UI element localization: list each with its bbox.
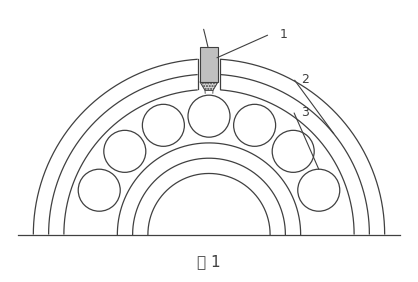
Text: 1: 1 — [280, 28, 288, 41]
Circle shape — [234, 104, 275, 146]
Circle shape — [188, 95, 230, 137]
Circle shape — [78, 169, 120, 211]
Circle shape — [272, 130, 314, 172]
Text: 图 1: 图 1 — [197, 254, 221, 269]
Circle shape — [104, 130, 146, 172]
Circle shape — [298, 169, 340, 211]
Text: 2: 2 — [301, 73, 308, 86]
Polygon shape — [200, 82, 218, 91]
Text: 3: 3 — [301, 106, 308, 119]
Bar — [200, 47, 218, 82]
Circle shape — [143, 104, 184, 146]
